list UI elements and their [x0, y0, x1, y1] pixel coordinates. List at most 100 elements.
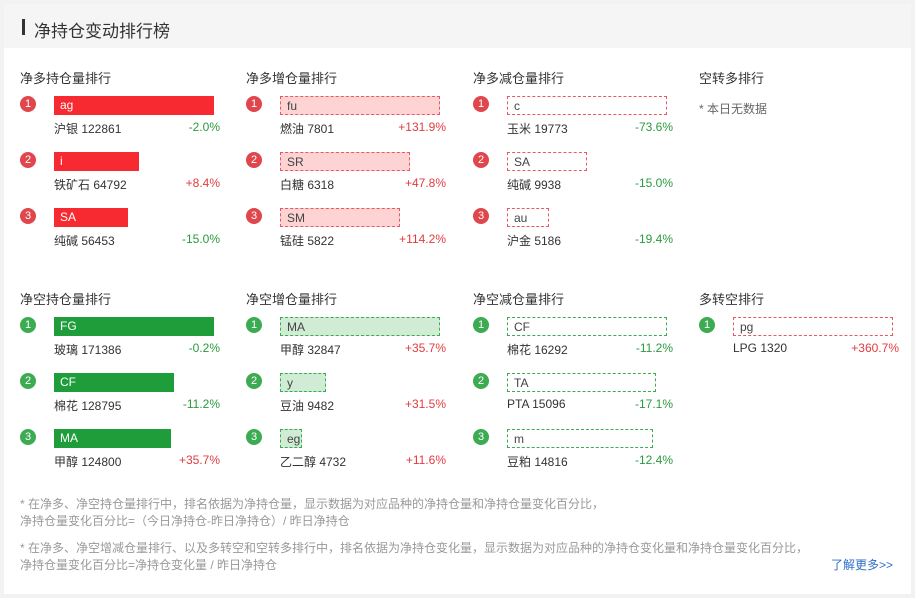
ranking-panel: 净持仓变动排行榜 净多持仓量排行 1 ag 沪银 122861 -2.0% 2 i 铁矿石 6…: [4, 4, 911, 594]
ranking-item[interactable]: 3 eg 乙二醇 4732 +11.6%: [246, 429, 446, 469]
commodity-name-value: 白糖 6318: [280, 178, 335, 192]
ranking-section-7: 净空减仓量排行 1 CF 棉花 16292 -11.2% 2 TA PTA 15096 -17.…: [473, 291, 673, 469]
note-2-line-2: 净持仓量变化百分比=净持仓变化量 / 昨日净持仓: [20, 558, 278, 572]
change-percent: +8.4%: [185, 176, 220, 190]
rank-badge: 3: [246, 429, 262, 445]
section-title: 净空增仓量排行: [246, 292, 338, 307]
commodity-bar[interactable]: ag: [54, 96, 214, 115]
commodity-bar[interactable]: au: [507, 208, 549, 227]
ranking-item[interactable]: 2 y 豆油 9482 +31.5%: [246, 373, 446, 413]
ranking-item[interactable]: 2 i 铁矿石 64792 +8.4%: [20, 152, 220, 192]
ranking-item[interactable]: 1 c 玉米 19773 -73.6%: [473, 96, 673, 136]
rank-badge: 1: [246, 317, 262, 333]
rank-badge: 1: [20, 317, 36, 333]
commodity-bar[interactable]: m: [507, 429, 653, 448]
change-percent: -73.6%: [634, 120, 673, 134]
commodity-bar[interactable]: SA: [54, 208, 128, 227]
ranking-item[interactable]: 3 au 沪金 5186 -19.4%: [473, 208, 673, 248]
learn-more-link[interactable]: 了解更多>>: [830, 558, 893, 572]
commodity-name-value: 甲醇 124800: [54, 455, 122, 469]
note-2-line-1: * 在净多、净空增减仓量排行、以及多转空和空转多排行中，排名依据为净持仓变化量，…: [20, 541, 809, 555]
ranking-item[interactable]: 3 MA 甲醇 124800 +35.7%: [20, 429, 220, 469]
ranking-item[interactable]: 1 fu 燃油 7801 +131.9%: [246, 96, 446, 136]
ranking-item[interactable]: 1 ag 沪银 122861 -2.0%: [20, 96, 220, 136]
commodity-name-value: 棉花 16292: [507, 343, 568, 357]
ranking-item[interactable]: 1 FG 玻璃 171386 -0.2%: [20, 317, 220, 357]
change-percent: -11.2%: [182, 397, 220, 411]
commodity-name-value: 沪金 5186: [507, 234, 562, 248]
change-percent: +31.5%: [404, 397, 446, 411]
commodity-name-value: 甲醇 32847: [280, 343, 341, 357]
commodity-name-value: 沪银 122861: [54, 122, 122, 136]
commodity-bar[interactable]: pg: [733, 317, 893, 336]
commodity-name-value: 玻璃 171386: [54, 343, 122, 357]
section-title: 多转空排行: [699, 292, 765, 307]
commodity-bar[interactable]: CF: [507, 317, 667, 336]
ranking-item[interactable]: 1 MA 甲醇 32847 +35.7%: [246, 317, 446, 357]
rank-badge: 1: [246, 96, 262, 112]
commodity-bar[interactable]: FG: [54, 317, 214, 336]
change-percent: -11.2%: [635, 341, 673, 355]
commodity-name-value: 纯碱 56453: [54, 234, 115, 248]
ranking-item[interactable]: 2 CF 棉花 128795 -11.2%: [20, 373, 220, 413]
ranking-section-6: 净空增仓量排行 1 MA 甲醇 32847 +35.7% 2 y 豆油 9482 +31.5% 3…: [246, 291, 446, 469]
rank-badge: 1: [699, 317, 715, 333]
change-percent: +360.7%: [851, 341, 899, 355]
ranking-item[interactable]: 3 SA 纯碱 56453 -15.0%: [20, 208, 220, 248]
commodity-bar[interactable]: CF: [54, 373, 174, 392]
ranking-item[interactable]: 3 m 豆粕 14816 -12.4%: [473, 429, 673, 469]
rank-badge: 1: [473, 96, 489, 112]
ranking-section-5: 净空持仓量排行 1 FG 玻璃 171386 -0.2% 2 CF 棉花 128795 -11.…: [20, 291, 220, 469]
commodity-name-value: 玉米 19773: [507, 122, 568, 136]
ranking-section-3: 净多减仓量排行 1 c 玉米 19773 -73.6% 2 SA 纯碱 9938 -15.0% 3…: [473, 70, 673, 248]
ranking-item[interactable]: 1 CF 棉花 16292 -11.2%: [473, 317, 673, 357]
change-percent: -12.4%: [634, 453, 673, 467]
section-title: 净空减仓量排行: [473, 292, 565, 307]
ranking-item[interactable]: 3 SM 锰硅 5822 +114.2%: [246, 208, 446, 248]
commodity-bar[interactable]: SR: [280, 152, 410, 171]
change-percent: -15.0%: [181, 232, 220, 246]
rank-badge: 2: [20, 373, 36, 389]
section-title: 净多持仓量排行: [20, 71, 112, 86]
commodity-bar[interactable]: SM: [280, 208, 400, 227]
rank-badge: 2: [20, 152, 36, 168]
no-data-text: * 本日无数据: [699, 102, 768, 116]
note-1: * 在净多、净空持仓量排行中，排名依据为净持仓量，显示数据为对应品种的净持仓量和…: [20, 496, 900, 530]
panel-header: 净持仓变动排行榜: [4, 4, 911, 48]
change-percent: -17.1%: [634, 397, 673, 411]
commodity-bar[interactable]: y: [280, 373, 326, 392]
commodity-bar[interactable]: i: [54, 152, 139, 171]
commodity-bar[interactable]: MA: [54, 429, 171, 448]
change-percent: +131.9%: [398, 120, 446, 134]
commodity-bar[interactable]: MA: [280, 317, 440, 336]
ranking-section-4: 空转多排行 * 本日无数据: [699, 70, 899, 116]
commodity-name-value: 燃油 7801: [280, 122, 335, 136]
rank-badge: 2: [246, 152, 262, 168]
section-title: 净多增仓量排行: [246, 71, 338, 86]
ranking-section-2: 净多增仓量排行 1 fu 燃油 7801 +131.9% 2 SR 白糖 6318 +47.8%…: [246, 70, 446, 248]
rank-badge: 3: [20, 429, 36, 445]
rank-badge: 1: [20, 96, 36, 112]
ranking-item[interactable]: 2 SR 白糖 6318 +47.8%: [246, 152, 446, 192]
note-2: * 在净多、净空增减仓量排行、以及多转空和空转多排行中，排名依据为净持仓变化量，…: [20, 540, 900, 574]
rank-badge: 2: [473, 152, 489, 168]
commodity-bar[interactable]: SA: [507, 152, 587, 171]
change-percent: -15.0%: [634, 176, 673, 190]
ranking-item[interactable]: 1 pg LPG 1320 +360.7%: [699, 317, 899, 357]
change-percent: -19.4%: [634, 232, 673, 246]
commodity-name-value: 豆油 9482: [280, 399, 335, 413]
note-1-line-2: 净持仓量变化百分比=（今日净持仓-昨日净持仓）/ 昨日净持仓: [20, 514, 350, 528]
section-title: 净多减仓量排行: [473, 71, 565, 86]
commodity-name-value: 铁矿石 64792: [54, 178, 127, 192]
commodity-bar[interactable]: eg: [280, 429, 302, 448]
ranking-item[interactable]: 2 SA 纯碱 9938 -15.0%: [473, 152, 673, 192]
ranking-item[interactable]: 2 TA PTA 15096 -17.1%: [473, 373, 673, 413]
rank-badge: 1: [473, 317, 489, 333]
commodity-bar[interactable]: fu: [280, 96, 440, 115]
commodity-bar[interactable]: TA: [507, 373, 656, 392]
change-percent: +35.7%: [404, 341, 446, 355]
note-1-line-1: * 在净多、净空持仓量排行中，排名依据为净持仓量，显示数据为对应品种的净持仓量和…: [20, 497, 605, 511]
change-percent: +114.2%: [399, 232, 446, 246]
change-percent: +47.8%: [404, 176, 446, 190]
commodity-bar[interactable]: c: [507, 96, 667, 115]
